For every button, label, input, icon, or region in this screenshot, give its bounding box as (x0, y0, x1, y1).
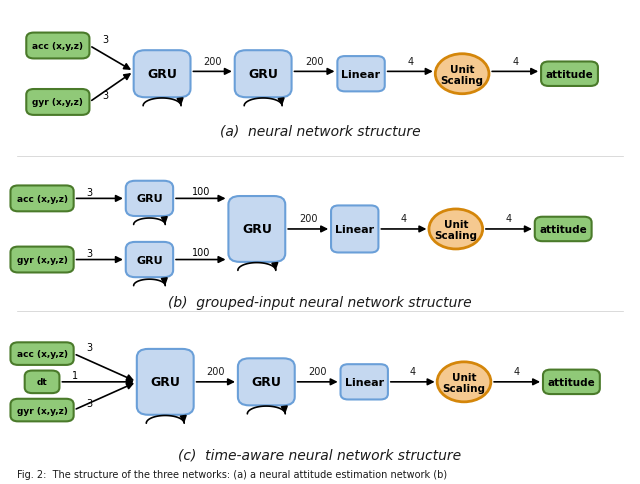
FancyBboxPatch shape (541, 62, 598, 87)
Ellipse shape (437, 362, 491, 402)
Text: 4: 4 (410, 366, 416, 377)
FancyBboxPatch shape (25, 371, 60, 393)
FancyBboxPatch shape (228, 197, 285, 262)
Text: 4: 4 (401, 214, 407, 224)
Text: 200: 200 (204, 57, 222, 67)
Text: 3: 3 (86, 187, 92, 197)
FancyBboxPatch shape (10, 343, 74, 365)
FancyBboxPatch shape (137, 349, 194, 415)
FancyBboxPatch shape (26, 33, 90, 60)
Text: attitude: attitude (548, 377, 595, 387)
FancyBboxPatch shape (10, 186, 74, 212)
Ellipse shape (429, 210, 483, 249)
FancyBboxPatch shape (337, 57, 385, 92)
FancyBboxPatch shape (126, 242, 173, 278)
Text: Linear: Linear (342, 70, 381, 79)
Ellipse shape (435, 55, 489, 94)
Text: gyr (x,y,z): gyr (x,y,z) (33, 98, 83, 107)
Text: 3: 3 (102, 35, 108, 45)
Text: acc (x,y,z): acc (x,y,z) (17, 349, 68, 358)
Text: GRU: GRU (248, 68, 278, 81)
Text: gyr (x,y,z): gyr (x,y,z) (17, 406, 67, 415)
Text: 3: 3 (102, 91, 108, 101)
Text: Unit: Unit (444, 220, 468, 230)
FancyBboxPatch shape (235, 51, 292, 98)
Text: Linear: Linear (345, 377, 384, 387)
Text: 100: 100 (191, 186, 210, 197)
FancyBboxPatch shape (126, 182, 173, 216)
Text: 200: 200 (305, 57, 324, 67)
Text: 4: 4 (407, 57, 413, 67)
Text: GRU: GRU (242, 223, 272, 236)
Text: Scaling: Scaling (440, 76, 484, 86)
Text: Scaling: Scaling (435, 230, 477, 241)
Text: GRU: GRU (150, 376, 180, 389)
Text: attitude: attitude (546, 70, 593, 79)
Text: (b)  grouped-input neural network structure: (b) grouped-input neural network structu… (168, 295, 472, 309)
Text: 200: 200 (207, 366, 225, 377)
FancyBboxPatch shape (535, 217, 591, 242)
FancyBboxPatch shape (26, 90, 90, 116)
Text: Unit: Unit (452, 372, 476, 382)
Text: 3: 3 (86, 398, 92, 408)
Text: acc (x,y,z): acc (x,y,z) (17, 195, 68, 203)
Text: 3: 3 (86, 342, 92, 352)
Text: 200: 200 (308, 366, 327, 377)
FancyBboxPatch shape (331, 206, 378, 253)
Text: GRU: GRU (136, 255, 163, 265)
Text: attitude: attitude (540, 225, 587, 234)
Text: acc (x,y,z): acc (x,y,z) (33, 42, 83, 51)
Text: GRU: GRU (252, 376, 281, 389)
Text: gyr (x,y,z): gyr (x,y,z) (17, 256, 67, 264)
Text: 4: 4 (514, 366, 520, 377)
Text: (a)  neural network structure: (a) neural network structure (220, 124, 420, 138)
Text: GRU: GRU (136, 194, 163, 204)
Text: Scaling: Scaling (442, 383, 486, 393)
FancyBboxPatch shape (543, 370, 600, 394)
Text: GRU: GRU (147, 68, 177, 81)
FancyBboxPatch shape (238, 359, 295, 406)
FancyBboxPatch shape (10, 399, 74, 422)
FancyBboxPatch shape (340, 364, 388, 400)
Text: Linear: Linear (335, 225, 374, 234)
Text: Fig. 2:  The structure of the three networks: (a) a neural attitude estimation n: Fig. 2: The structure of the three netwo… (17, 469, 447, 479)
Text: (c)  time-aware neural network structure: (c) time-aware neural network structure (179, 448, 461, 462)
FancyBboxPatch shape (10, 247, 74, 273)
Text: 200: 200 (299, 214, 317, 224)
Text: 4: 4 (512, 57, 518, 67)
FancyBboxPatch shape (134, 51, 191, 98)
Text: 100: 100 (191, 247, 210, 257)
Text: dt: dt (36, 378, 47, 387)
Text: 4: 4 (506, 214, 512, 224)
Text: 3: 3 (86, 248, 92, 258)
Text: 1: 1 (72, 370, 78, 380)
Text: Unit: Unit (450, 65, 474, 75)
